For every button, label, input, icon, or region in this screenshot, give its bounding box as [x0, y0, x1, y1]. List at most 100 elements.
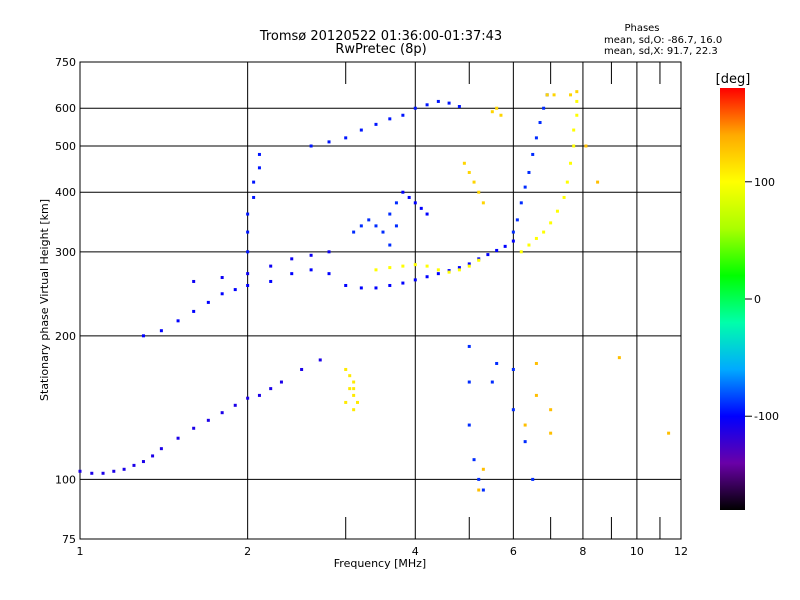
data-point: [309, 144, 313, 148]
colorbar-tick-label: -100: [754, 410, 779, 423]
data-point: [555, 209, 559, 213]
data-point: [381, 230, 385, 234]
data-point: [101, 471, 105, 475]
data-point: [519, 250, 523, 254]
data-point: [549, 431, 553, 435]
data-point: [220, 292, 224, 296]
data-point: [359, 286, 363, 290]
data-point: [457, 268, 461, 272]
data-point: [457, 266, 461, 270]
x-tick-label: 2: [244, 545, 251, 558]
y-tick-label: 75: [62, 533, 76, 546]
data-point: [534, 361, 538, 365]
data-point: [300, 367, 304, 371]
data-point: [667, 431, 671, 435]
data-point: [359, 224, 363, 228]
data-point: [413, 106, 417, 110]
data-point: [344, 136, 348, 140]
chart-title: Tromsø 20120522 01:36:00-01:37:43: [259, 29, 502, 44]
y-tick-label: 600: [55, 102, 76, 115]
y-axis-label: Stationary phase Virtual Height [km]: [38, 199, 51, 401]
data-point: [413, 278, 417, 282]
data-point: [467, 264, 471, 268]
data-point: [503, 244, 507, 248]
data-point: [569, 161, 573, 165]
data-point: [122, 467, 126, 471]
data-point: [538, 121, 542, 125]
x-tick-label: 10: [630, 545, 644, 558]
data-point: [374, 224, 378, 228]
data-point: [419, 206, 423, 210]
data-point: [511, 408, 515, 412]
data-point: [141, 460, 145, 464]
data-point: [246, 212, 250, 216]
data-point: [495, 106, 499, 110]
data-point: [467, 170, 471, 174]
data-point: [542, 230, 546, 234]
data-point: [490, 110, 494, 114]
data-point: [511, 230, 515, 234]
data-point: [327, 272, 331, 276]
data-point: [425, 275, 429, 279]
data-point: [394, 224, 398, 228]
data-point: [269, 387, 273, 391]
data-point: [206, 300, 210, 304]
data-point: [481, 488, 485, 492]
data-point: [220, 276, 224, 280]
data-point: [425, 212, 429, 216]
data-point: [176, 436, 180, 440]
data-point: [279, 380, 283, 384]
data-point: [318, 358, 322, 362]
data-point: [575, 99, 579, 103]
data-point: [176, 319, 180, 323]
data-point: [447, 270, 451, 274]
data-point: [90, 471, 94, 475]
data-point: [495, 248, 499, 252]
data-point: [534, 393, 538, 397]
data-point: [246, 230, 250, 234]
data-point: [257, 152, 261, 156]
data-point: [359, 128, 363, 132]
data-point: [252, 180, 256, 184]
data-point: [413, 201, 417, 205]
data-point: [467, 262, 471, 266]
data-point: [246, 272, 250, 276]
data-point: [413, 263, 417, 267]
y-tick-label: 750: [55, 56, 76, 69]
data-point: [447, 101, 451, 105]
grid-lines: [79, 61, 682, 540]
data-point: [367, 218, 371, 222]
data-point: [151, 454, 155, 458]
data-point: [394, 201, 398, 205]
plot-border: [79, 61, 682, 540]
data-point: [348, 387, 352, 391]
data-point: [407, 195, 411, 199]
data-point: [575, 113, 579, 117]
data-point: [425, 264, 429, 268]
data-point: [523, 423, 527, 427]
data-point: [511, 367, 515, 371]
data-point: [290, 272, 294, 276]
chart-subtitle: RwPretec (8p): [335, 42, 426, 57]
data-point: [531, 477, 535, 481]
data-point: [401, 190, 405, 194]
data-point: [269, 264, 273, 268]
data-point: [481, 467, 485, 471]
data-point: [344, 367, 348, 371]
data-point: [388, 117, 392, 121]
data-point: [447, 269, 451, 273]
data-point: [159, 447, 163, 451]
plot-frame: [79, 61, 682, 540]
data-point: [436, 99, 440, 103]
data-point: [462, 161, 466, 165]
data-point: [159, 329, 163, 333]
data-point: [356, 400, 360, 404]
data-point: [436, 268, 440, 272]
data-point: [477, 190, 481, 194]
data-point: [542, 106, 546, 110]
data-point: [327, 140, 331, 144]
colorbar-tick-label: 100: [754, 176, 775, 189]
data-point: [549, 221, 553, 225]
